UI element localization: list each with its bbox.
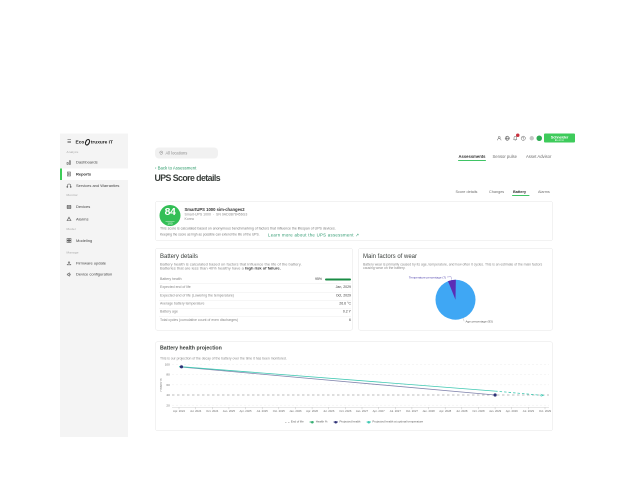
svg-text:40: 40 bbox=[166, 393, 170, 397]
svg-text:Apr. 2026: Apr. 2026 bbox=[306, 409, 318, 413]
svg-text:Jul. 2024: Jul. 2024 bbox=[190, 409, 202, 413]
svg-text:Health %: Health % bbox=[160, 378, 163, 391]
svg-text:Jul. 2027: Jul. 2027 bbox=[390, 409, 402, 413]
svg-text:Oct. 2026: Oct. 2026 bbox=[339, 409, 352, 413]
svg-text:Oct. 2027: Oct. 2027 bbox=[406, 409, 419, 413]
svg-text:Apr. 2028: Apr. 2028 bbox=[439, 409, 451, 413]
svg-text:Apr. 2024: Apr. 2024 bbox=[173, 409, 185, 413]
svg-text:20: 20 bbox=[166, 403, 170, 407]
svg-text:Jan. 2027: Jan. 2027 bbox=[356, 409, 369, 413]
svg-text:Oct. 2024: Oct. 2024 bbox=[206, 409, 219, 413]
svg-text:Apr. 2027: Apr. 2027 bbox=[373, 409, 385, 413]
svg-text:Jan. 2026: Jan. 2026 bbox=[289, 409, 302, 413]
svg-text:Oct. 2025: Oct. 2025 bbox=[273, 409, 286, 413]
svg-text:Oct. 2028: Oct. 2028 bbox=[472, 409, 485, 413]
svg-text:Jan. 2028: Jan. 2028 bbox=[422, 409, 435, 413]
svg-text:Jul. 2028: Jul. 2028 bbox=[456, 409, 468, 413]
svg-text:Jul. 2029: Jul. 2029 bbox=[523, 409, 535, 413]
svg-text:60: 60 bbox=[166, 383, 170, 387]
svg-text:Age percentage (93): Age percentage (93) bbox=[466, 320, 493, 324]
svg-text:100: 100 bbox=[165, 363, 170, 367]
svg-text:Jan. 2029: Jan. 2029 bbox=[489, 409, 502, 413]
svg-text:Apr. 2025: Apr. 2025 bbox=[240, 409, 252, 413]
svg-text:Oct. 2029: Oct. 2029 bbox=[539, 409, 552, 413]
svg-text:Jul. 2026: Jul. 2026 bbox=[323, 409, 335, 413]
svg-text:80: 80 bbox=[166, 373, 170, 377]
svg-text:Jul. 2025: Jul. 2025 bbox=[257, 409, 269, 413]
svg-text:Jan. 2025: Jan. 2025 bbox=[223, 409, 236, 413]
svg-text:Apr. 2029: Apr. 2029 bbox=[506, 409, 518, 413]
svg-text:Temperature percentage (7): Temperature percentage (7) bbox=[409, 275, 446, 279]
